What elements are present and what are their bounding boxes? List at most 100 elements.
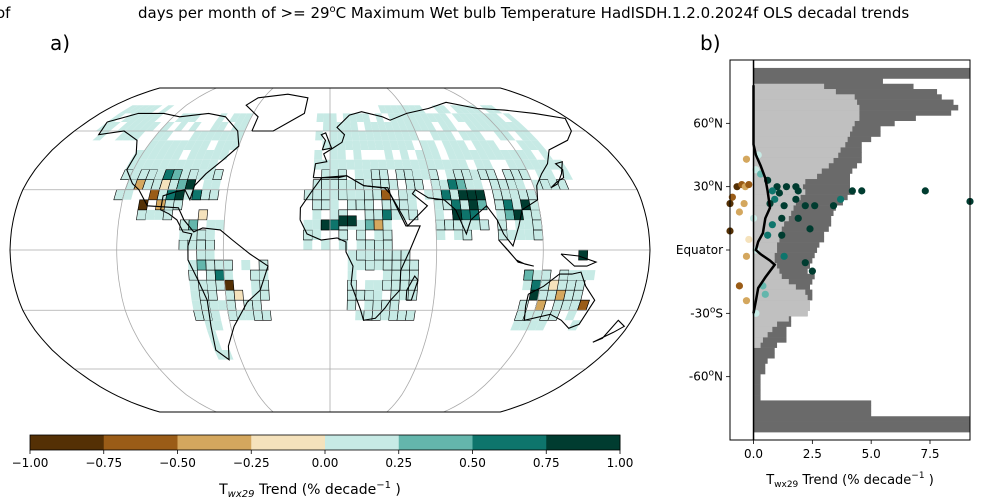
zonal-bar-dark bbox=[753, 89, 938, 95]
zonal-bar-light bbox=[753, 326, 773, 333]
colorbar-bin bbox=[472, 435, 547, 450]
map-cell bbox=[214, 259, 225, 271]
zonal-bar-light bbox=[753, 331, 768, 338]
colorbar-tick-label: −0.50 bbox=[159, 456, 196, 470]
coastline bbox=[299, 175, 421, 321]
map-cell bbox=[453, 229, 464, 240]
map-cell bbox=[406, 113, 418, 122]
map-cell bbox=[226, 130, 238, 141]
map-meridian-line bbox=[443, 88, 544, 412]
map-cell bbox=[381, 199, 392, 211]
map-cell bbox=[230, 121, 243, 131]
map-cell bbox=[522, 209, 533, 220]
map-cell bbox=[444, 121, 458, 131]
zonal-bar-light bbox=[753, 205, 794, 211]
zonal-bar-dark bbox=[753, 405, 872, 412]
map-cell bbox=[502, 199, 514, 211]
map-cell bbox=[345, 159, 355, 170]
map-cell bbox=[365, 259, 375, 271]
map-cell bbox=[523, 269, 534, 281]
map-cell bbox=[433, 159, 445, 170]
zonal-bar-dark bbox=[753, 268, 808, 275]
zonal-bar-light bbox=[753, 294, 808, 301]
map-cell bbox=[218, 149, 230, 160]
map-cell bbox=[511, 199, 523, 210]
map-cell bbox=[471, 121, 487, 131]
map-cell bbox=[214, 269, 225, 281]
zonal-bar-light bbox=[753, 289, 806, 296]
map-cell bbox=[233, 130, 245, 141]
map-cell bbox=[208, 189, 220, 201]
map-cell bbox=[441, 159, 453, 170]
map-cell bbox=[413, 105, 426, 114]
panel-b-y-ticks: 60oN 30oN Equator -30oS -60oN bbox=[676, 115, 730, 384]
zonal-bar-dark bbox=[753, 331, 787, 338]
map-cell bbox=[120, 113, 139, 122]
map-cell bbox=[216, 121, 229, 131]
map-meridian-line bbox=[222, 88, 274, 412]
map-cell bbox=[469, 209, 480, 221]
map-cell bbox=[321, 239, 330, 250]
map-cell bbox=[170, 149, 184, 160]
map-cell bbox=[377, 159, 388, 170]
map-cell bbox=[251, 299, 263, 311]
map-cell bbox=[337, 140, 346, 150]
map-cell bbox=[210, 340, 222, 351]
map-cell bbox=[119, 105, 139, 114]
colorbar-bin bbox=[177, 435, 252, 450]
map-cell bbox=[429, 130, 442, 141]
map-cell bbox=[526, 320, 540, 331]
zonal-bar-light bbox=[753, 215, 789, 222]
zonal-bar-light bbox=[753, 305, 810, 311]
map-cell bbox=[303, 239, 313, 250]
zonal-bar-light bbox=[753, 315, 789, 322]
map-cell bbox=[223, 259, 233, 271]
map-cell bbox=[370, 169, 381, 180]
map-cell bbox=[419, 113, 432, 122]
zonal-scatter-point bbox=[761, 290, 769, 298]
map-cell bbox=[361, 113, 371, 122]
zonal-bar-dark bbox=[753, 358, 768, 364]
coastline bbox=[97, 112, 269, 361]
coastline bbox=[498, 239, 534, 267]
zonal-bar-light bbox=[753, 120, 855, 127]
map-cell bbox=[191, 140, 204, 150]
map-cell bbox=[423, 189, 434, 200]
zonal-bar-dark bbox=[753, 337, 787, 343]
map-cell bbox=[179, 169, 191, 180]
map-cell bbox=[312, 209, 322, 220]
map-cell bbox=[450, 199, 462, 211]
map-cell bbox=[485, 121, 501, 131]
panel-b-x-label-sup: −1 bbox=[911, 471, 924, 481]
map-cell bbox=[346, 199, 357, 211]
zonal-bar-dark bbox=[753, 374, 761, 380]
map-cell bbox=[145, 209, 156, 220]
map-cell bbox=[393, 130, 405, 141]
zonal-bar-light bbox=[753, 147, 841, 153]
zonal-bar-dark bbox=[753, 231, 825, 238]
map-cell bbox=[380, 310, 390, 321]
zonal-scatter-point bbox=[858, 187, 866, 195]
map-cell bbox=[107, 113, 126, 122]
zonal-scatter-point bbox=[782, 183, 791, 191]
map-cell bbox=[514, 130, 531, 141]
map-cell bbox=[474, 189, 487, 201]
map-cell bbox=[235, 113, 247, 122]
zonal-scatter-point bbox=[742, 155, 751, 163]
map-cell bbox=[131, 105, 151, 114]
zonal-bar-light bbox=[753, 257, 775, 264]
map-cell bbox=[321, 179, 331, 191]
map-cell bbox=[188, 113, 203, 122]
map-cell bbox=[382, 259, 393, 271]
map-cell bbox=[145, 121, 162, 131]
map-cell bbox=[426, 140, 439, 150]
map-cell bbox=[391, 269, 402, 281]
map-cell bbox=[436, 130, 449, 141]
map-cell bbox=[373, 209, 384, 221]
map-cell bbox=[462, 219, 472, 230]
map-cell bbox=[207, 289, 218, 301]
map-cell bbox=[365, 239, 375, 251]
map-cell bbox=[210, 179, 222, 190]
map-cell bbox=[400, 259, 411, 271]
map-cell bbox=[411, 121, 423, 131]
